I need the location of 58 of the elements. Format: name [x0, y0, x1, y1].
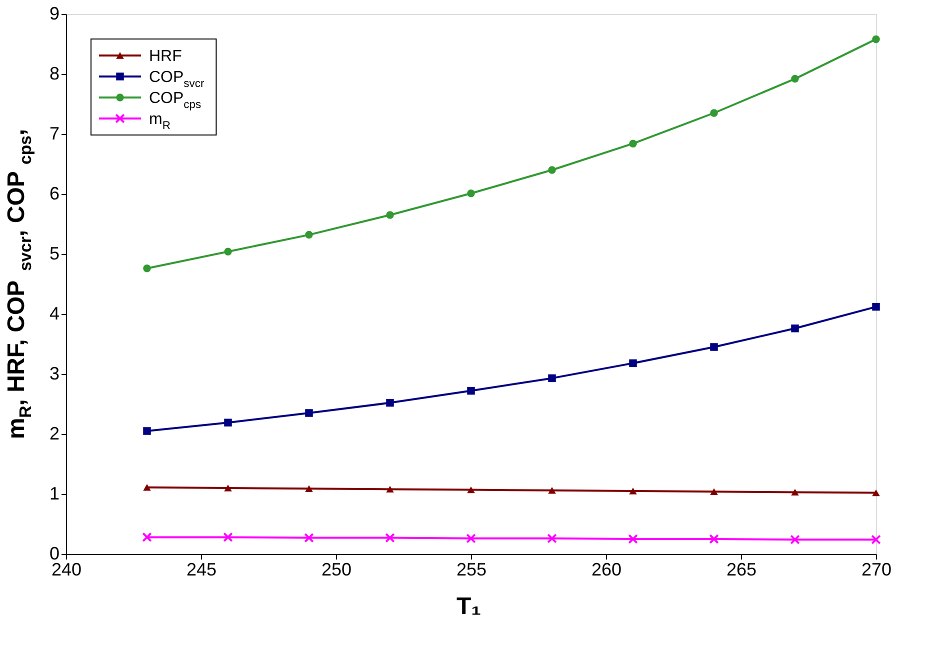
point: [385, 532, 395, 543]
x-tick-label: 265: [726, 560, 757, 580]
point: [304, 532, 314, 543]
point: [224, 248, 232, 256]
y-tick-label: 1: [49, 484, 60, 504]
x-tick-label: 255: [456, 560, 487, 580]
point: [791, 74, 799, 83]
x-tick-label: 270: [861, 560, 892, 580]
point: [872, 35, 880, 44]
point: [547, 534, 557, 544]
point: [790, 534, 800, 544]
point: [710, 343, 718, 351]
point: [143, 264, 151, 272]
x-tick-label: 250: [321, 560, 352, 580]
point: [386, 486, 394, 493]
point: [871, 534, 881, 544]
point: [710, 109, 718, 117]
point: [548, 374, 556, 382]
point: [305, 409, 313, 417]
y-tick-label: 5: [49, 244, 60, 264]
point: [305, 230, 313, 239]
y-axis-title: mR, HRF, COPsvcr, COPcps,: [3, 128, 36, 440]
point: [628, 534, 638, 544]
x-tick-label: 260: [591, 560, 622, 580]
legend-label: HRF: [149, 48, 182, 66]
point: [629, 488, 637, 494]
y-tick-label: 6: [49, 184, 60, 204]
point: [629, 359, 637, 368]
point: [386, 211, 394, 219]
point: [224, 418, 232, 426]
y-tick-label: 8: [49, 64, 60, 84]
point: [467, 386, 475, 395]
point: [142, 532, 152, 542]
point: [709, 534, 719, 544]
point: [548, 487, 556, 494]
point: [548, 166, 556, 174]
point: [143, 484, 151, 491]
point: [872, 302, 880, 311]
point: [710, 488, 718, 495]
point: [791, 324, 799, 332]
y-tick-label: 4: [49, 304, 60, 324]
point: [872, 489, 880, 496]
point: [305, 485, 313, 492]
point: [466, 534, 476, 544]
point: [223, 532, 233, 542]
y-tick-label: 7: [49, 124, 60, 144]
point: [143, 427, 151, 435]
x-axis-title: T₁: [456, 593, 482, 620]
point: [791, 488, 799, 496]
x-tick-label: 245: [186, 560, 217, 580]
y-tick-label: 2: [49, 424, 60, 444]
point: [224, 484, 232, 492]
y-tick-label: 9: [49, 4, 60, 24]
y-tick-label: 3: [49, 364, 60, 384]
point: [467, 190, 475, 198]
point: [629, 140, 637, 148]
point: [467, 486, 475, 494]
point: [386, 398, 394, 407]
